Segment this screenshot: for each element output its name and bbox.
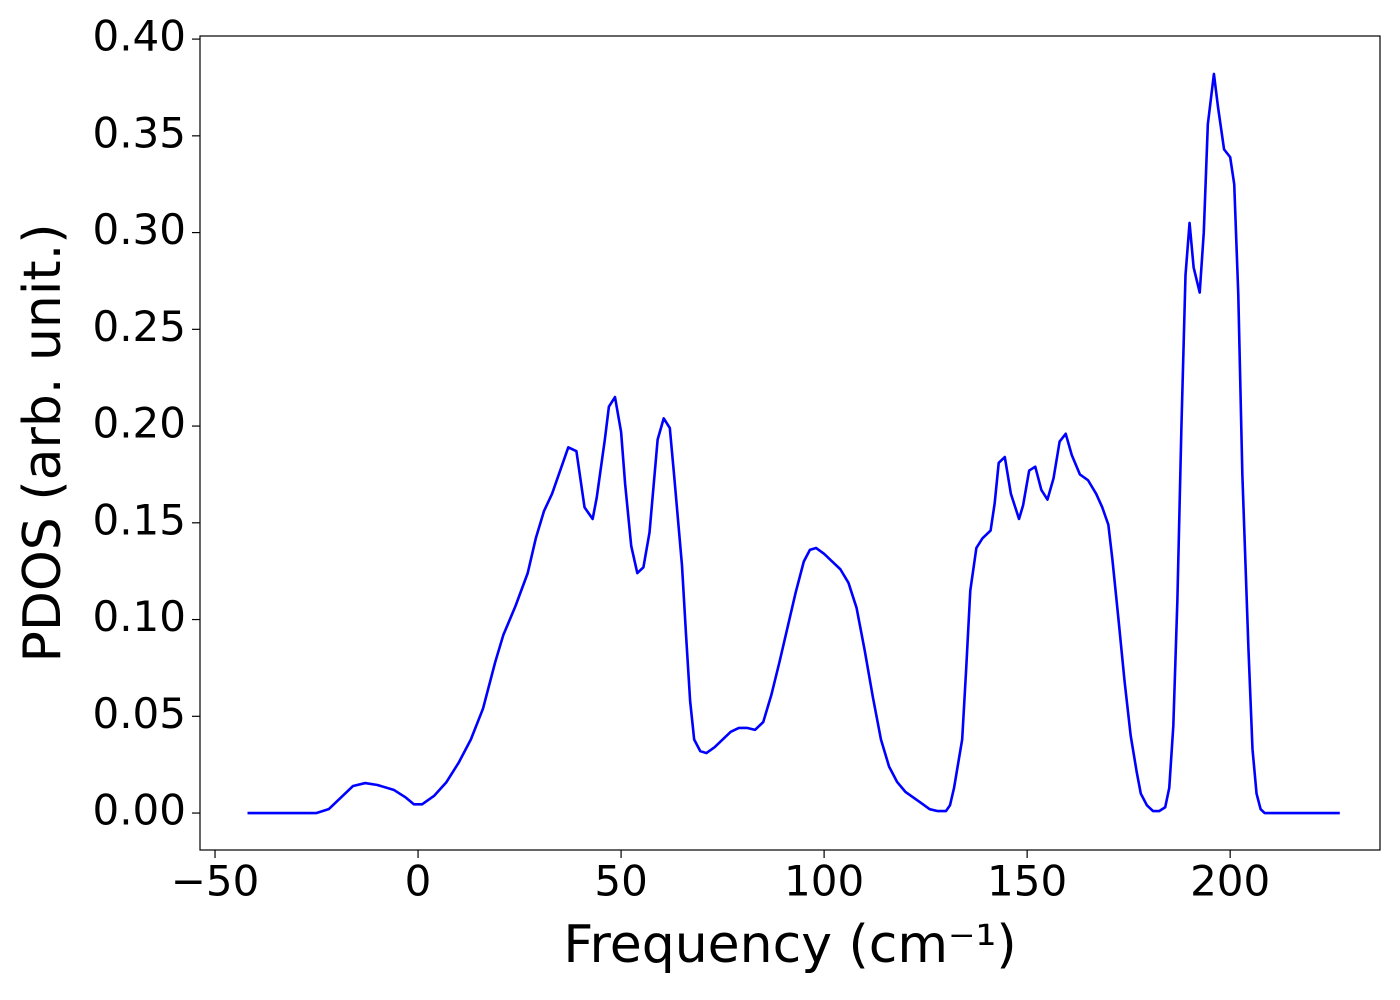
y-tick-label: 0.30 [92, 205, 186, 254]
x-tick-label: 100 [784, 857, 864, 906]
data-line [247, 72, 1340, 815]
y-tick-label: 0.10 [92, 592, 186, 641]
plot-frame [199, 35, 1381, 851]
y-axis-label: PDOS (arb. unit.) [13, 223, 73, 662]
y-tick-label: 0.00 [92, 786, 186, 835]
x-tick-label: 200 [1190, 857, 1270, 906]
y-tick-label: 0.15 [92, 495, 186, 544]
y-tick-label: 0.05 [92, 689, 186, 738]
x-tick-label: 50 [594, 857, 647, 906]
x-axis-label: Frequency (cm⁻¹) [563, 915, 1016, 975]
y-tick-label: 0.25 [92, 302, 186, 351]
y-tick-label: 0.20 [92, 399, 186, 448]
x-tick-label: 150 [987, 857, 1067, 906]
y-tick-label: 0.35 [92, 108, 186, 157]
x-tick-label: 0 [405, 857, 432, 906]
y-tick-label: 0.40 [92, 12, 186, 61]
x-tick-label: −50 [171, 857, 260, 906]
